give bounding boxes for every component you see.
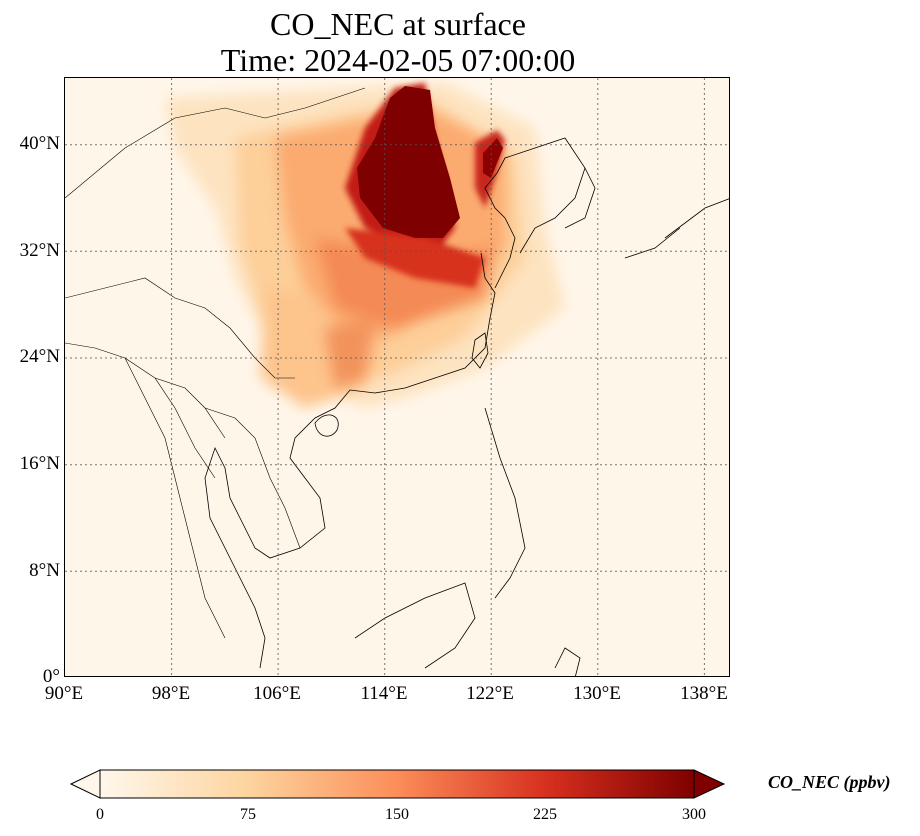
colorbar-tick-150: 150 [385,806,409,823]
lon-tick-106: 106°E [253,683,301,704]
plot-title-line1: CO_NEC at surface [270,6,526,42]
colorbar-tick-225: 225 [533,806,557,823]
colorbar-extend-min [70,769,101,799]
lon-tick-98: 98°E [151,683,191,704]
colorbar-tick-75: 75 [240,806,256,823]
colorbar-extend-max [693,769,726,799]
colorbar-label: CO_NEC (ppbv) [768,772,891,792]
map-canvas [65,78,729,676]
country-borders [65,87,366,639]
lon-tick-138: 138°E [680,683,728,704]
lat-tick-32: 32°N [19,240,60,261]
lat-tick-0: 0° [42,666,60,687]
lon-tick-122: 122°E [466,683,514,704]
lat-tick-16: 16°N [19,453,60,474]
lat-tick-40: 40°N [19,133,60,154]
lat-tick-8: 8°N [29,560,60,581]
lon-tick-130: 130°E [573,683,621,704]
colorbar-tick-300: 300 [682,806,706,823]
lon-tick-90: 90°E [44,683,84,704]
colorbar [70,769,726,799]
lon-tick-114: 114°E [360,683,408,704]
lat-tick-24: 24°N [19,346,60,367]
coastlines [204,137,729,676]
gridlines [65,78,729,676]
co-plume-saturated [357,86,503,238]
colorbar-gradient [99,769,695,799]
colorbar-tick-0: 0 [96,806,104,823]
plot-title-line2: Time: 2024-02-05 07:00:00 [220,42,576,78]
map-panel[interactable] [64,77,730,677]
